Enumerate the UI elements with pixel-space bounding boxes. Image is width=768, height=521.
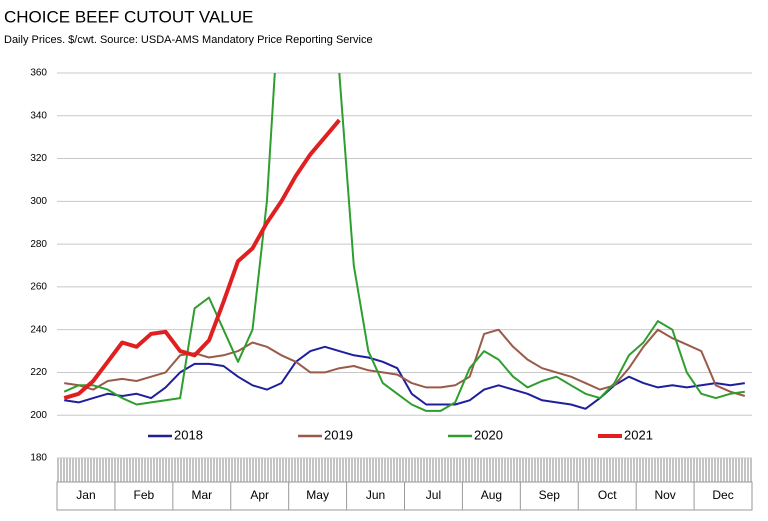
plot-area bbox=[63, 73, 746, 412]
chart-title: CHOICE BEEF CUTOUT VALUE bbox=[4, 7, 253, 26]
x-tick-label: Aug bbox=[481, 488, 502, 502]
x-tick-label: Dec bbox=[712, 488, 733, 502]
y-tick-label: 200 bbox=[30, 410, 47, 421]
chart-subtitle: Daily Prices. $/cwt. Source: USDA-AMS Ma… bbox=[4, 34, 373, 46]
series-line bbox=[64, 328, 746, 397]
y-tick-label: 260 bbox=[30, 282, 47, 293]
x-tick-label: Nov bbox=[654, 488, 675, 502]
series-line bbox=[63, 118, 341, 401]
x-tick-label: Apr bbox=[250, 488, 269, 502]
y-tick-label: 360 bbox=[30, 68, 47, 79]
x-tick-label: Feb bbox=[134, 488, 155, 502]
x-tick-label: May bbox=[306, 488, 329, 502]
legend-label: 2019 bbox=[324, 427, 353, 442]
y-tick-label: 240 bbox=[30, 324, 47, 335]
x-tick-label: Jan bbox=[76, 488, 95, 502]
legend-label: 2020 bbox=[474, 427, 503, 442]
legend-label: 2018 bbox=[174, 427, 203, 442]
day-ticks bbox=[57, 458, 752, 482]
x-tick-label: Sep bbox=[539, 488, 561, 502]
legend-label: 2021 bbox=[624, 427, 653, 442]
y-tick-label: 340 bbox=[30, 110, 47, 121]
x-tick-label: Oct bbox=[598, 488, 617, 502]
series-line bbox=[63, 73, 745, 412]
y-tick-label: 300 bbox=[30, 196, 47, 207]
x-tick-label: Jul bbox=[426, 488, 441, 502]
y-tick-label: 180 bbox=[30, 453, 47, 464]
y-tick-label: 280 bbox=[30, 239, 47, 250]
y-tick-label: 220 bbox=[30, 367, 47, 378]
y-tick-label: 320 bbox=[30, 153, 47, 164]
x-tick-label: Mar bbox=[191, 488, 212, 502]
x-tick-label: Jun bbox=[366, 488, 385, 502]
series-line bbox=[64, 345, 745, 410]
